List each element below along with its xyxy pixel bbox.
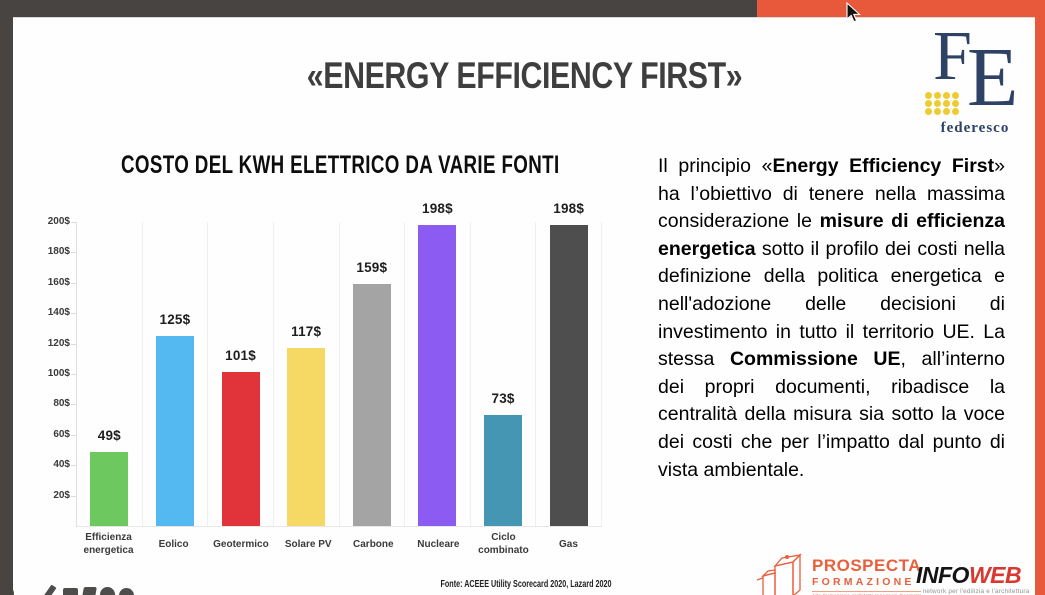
slide: «ENERGY EFFICIENCY FIRST» F E federesco …: [13, 17, 1035, 595]
y-axis-tick-mark: [71, 404, 76, 406]
y-axis-tick-label: 120$: [47, 337, 70, 349]
bar-value-label: 159$: [356, 260, 388, 276]
bar-value-label: 117$: [291, 324, 322, 340]
y-axis-tick-mark: [71, 343, 76, 345]
bar-value-label: 198$: [553, 201, 585, 217]
bar-chart-plot: 49$ 125$ 101$ 117$ 159$ 198$ 73$ 198$: [76, 201, 602, 527]
y-axis-tick-mark: [71, 374, 76, 375]
federesco-logo: F E federesco: [915, 22, 1035, 136]
page-title: «ENERGY EFFICIENCY FIRST»: [306, 55, 742, 96]
y-axis-tick-label: 200$: [47, 216, 70, 227]
bar-nucleare: [418, 225, 457, 526]
y-axis-tick-label: 20$: [53, 489, 70, 501]
left-edge-strip: [0, 17, 13, 595]
bar-gas: [549, 225, 588, 526]
infoweb-tagline: network per l'edilizia e l'architettura: [922, 588, 1030, 595]
category-label-efficienza-energetica: Efficienza energetica: [83, 532, 134, 556]
screen-icon[interactable]: [63, 588, 78, 595]
category-label-solare-pv: Solare PV: [284, 538, 332, 550]
infoweb-wordmark-web: WEB: [968, 562, 1022, 588]
y-axis-tick-mark: [71, 434, 76, 436]
chart-column-efficienza-energetica: 49$: [77, 222, 143, 526]
y-axis-tick-mark: [71, 222, 76, 223]
chart-column-geotermico: 101$: [208, 222, 274, 526]
dot-icon[interactable]: [100, 587, 115, 595]
y-axis-tick-label: 80$: [53, 398, 70, 410]
bar-solare-pv: [287, 348, 326, 526]
category-label-geotermico: Geotermico: [213, 538, 269, 550]
y-axis-tick-mark: [71, 495, 76, 497]
bar-value-label: 198$: [422, 201, 453, 217]
chart-column-eolico: 125$: [143, 222, 209, 526]
infoweb-logo: INFOWEB network per l'edilizia e l'archi…: [916, 563, 1036, 595]
category-label-ciclo-combinato: Ciclo combinato: [478, 532, 529, 556]
prospecta-formazione: FORMAZIONE: [812, 576, 915, 588]
prospecta-wordmark: PROSPECTA: [812, 556, 922, 575]
chart-title: COSTO DEL KWH ELETTRICO DA VARIE FONTI: [121, 151, 560, 179]
bar-geotermico: [221, 372, 260, 526]
bar-ciclo-combinato: [484, 415, 523, 526]
bar-value-label: 101$: [225, 348, 256, 364]
y-axis-tick-label: 160$: [47, 276, 70, 288]
y-axis-tick-mark: [71, 282, 76, 284]
chart-category-labels: Efficienza energetica Eolico Geotermico Sol…: [76, 529, 601, 559]
chart-column-ciclo-combinato: 73$: [471, 222, 537, 526]
y-axis-tick-label: 60$: [53, 428, 70, 440]
prospecta-building-icon: [756, 553, 802, 595]
bar-efficienza-energetica: [90, 451, 129, 526]
bar-carbone: [352, 284, 391, 526]
category-label-carbone: Carbone: [353, 538, 394, 550]
chart-column-carbone: 159$: [340, 222, 406, 526]
y-axis-tick-mark: [71, 252, 76, 254]
prospecta-logo: PROSPECTA FORMAZIONE Alta formazione Arc…: [755, 550, 922, 595]
dot-icon-2[interactable]: [119, 588, 134, 595]
y-axis-tick-label: 100$: [47, 368, 70, 379]
federesco-wordmark: federesco: [940, 120, 1010, 136]
category-label-nucleare: Nucleare: [417, 538, 460, 550]
topbar-accent-segment: [757, 0, 1045, 17]
prospecta-tagline: Alta formazione Architetti Ingegneri Geo…: [812, 591, 922, 595]
share-icon[interactable]: [82, 587, 97, 595]
category-label-gas: Gas: [559, 538, 578, 550]
federesco-mark: F E: [915, 22, 1035, 120]
federesco-letter-e: E: [967, 31, 1019, 124]
infoweb-wordmark-info: INFO: [916, 562, 969, 588]
mouse-cursor-icon: [846, 2, 861, 23]
chart-column-gas: 198$: [536, 201, 602, 526]
y-axis-tick-label: 180$: [47, 246, 70, 258]
bar-value-label: 73$: [491, 391, 515, 407]
body-text: Il principio «Energy Efficiency First» h…: [658, 155, 1005, 481]
federesco-letter-f: F: [933, 18, 972, 95]
window-topbar: [0, 0, 1045, 17]
bar-eolico: [155, 336, 194, 526]
y-axis-tick-label: 140$: [47, 307, 70, 319]
federesco-dots-icon: [925, 92, 960, 115]
chart-column-solare-pv: 117$: [274, 222, 340, 526]
y-axis-tick-mark: [71, 465, 76, 467]
category-label-eolico: Eolico: [158, 538, 189, 550]
bar-value-label: 125$: [159, 312, 191, 327]
chart-source: Fonte: ACEEE Utility Scorecard 2020, Laz…: [440, 579, 611, 590]
y-axis-tick-mark: [71, 313, 76, 315]
bar-value-label: 49$: [97, 427, 121, 443]
chart-column-nucleare: 198$: [405, 201, 471, 526]
right-edge-strip: [1035, 17, 1045, 595]
y-axis-tick-label: 40$: [53, 459, 70, 471]
